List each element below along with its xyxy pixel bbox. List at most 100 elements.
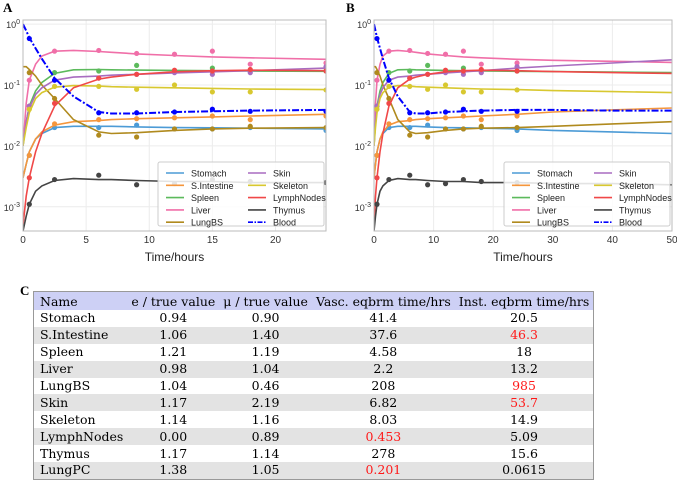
- table-cell: S.Intestine: [33, 326, 128, 344]
- table-cell: 0.201: [311, 462, 455, 480]
- table-cell: 1.17: [159, 445, 188, 461]
- x-tick-label: 30: [547, 235, 559, 246]
- data-point-skeleton: [323, 87, 326, 93]
- data-point-lymphnodes: [514, 68, 520, 74]
- data-point-lymphnodes: [407, 75, 413, 81]
- panel-label-a: A: [3, 0, 13, 15]
- y-tick-label: 10-3: [4, 202, 20, 213]
- data-point-s-intestine: [51, 121, 58, 127]
- series-line-lymphnodes: [23, 69, 326, 226]
- legend-label: Stomach: [191, 169, 227, 179]
- data-point-liver: [209, 48, 215, 54]
- data-point-stomach: [407, 124, 413, 131]
- series-line-liver: [374, 49, 672, 146]
- data-point-skeleton: [407, 83, 413, 89]
- table-row: S.Intestine 1.06 1.40 37.6 46.3: [33, 326, 594, 344]
- data-point-blood: [386, 77, 392, 83]
- table-cell: 1.17: [127, 394, 220, 412]
- legend-label: Thymus: [619, 205, 652, 215]
- table-cell: 1.05: [219, 462, 312, 480]
- table-cell: Spleen: [40, 344, 84, 360]
- table-row: Liver 0.98 1.04 2.2 13.2: [33, 360, 594, 378]
- data-point-liver: [96, 47, 102, 54]
- data-point-s-intestine: [478, 117, 484, 123]
- data-point-liver: [514, 60, 520, 66]
- table-cell: 1.16: [251, 411, 280, 427]
- data-point-skeleton: [514, 87, 520, 93]
- series-line-lungbs: [23, 65, 326, 135]
- panel-label-b: B: [346, 0, 355, 15]
- data-point-s-intestine: [514, 113, 520, 119]
- data-point-lymphnodes: [247, 66, 253, 73]
- x-tick-label: 0: [371, 235, 377, 246]
- data-point-blood: [171, 109, 178, 115]
- table-row: LymphNodes 0.00 0.89 0.453 5.09: [33, 428, 594, 446]
- data-point-s-intestine: [96, 117, 102, 123]
- data-point-thymus: [374, 201, 380, 207]
- table-row: Skin 1.17 2.19 6.82 53.7: [33, 394, 594, 412]
- table-cell: 1.06: [127, 326, 220, 344]
- table-cell: 985: [512, 378, 536, 393]
- table-cell: Stomach: [40, 310, 96, 326]
- data-point-s-intestine: [247, 117, 253, 123]
- table-cell: 18: [516, 344, 532, 360]
- data-point-thymus: [96, 172, 102, 178]
- data-point-skeleton: [96, 83, 102, 89]
- legend-label: LymphNodes: [619, 193, 672, 203]
- table-cell: 1.04: [159, 378, 188, 393]
- series-line-blood: [374, 23, 672, 115]
- results-table: Name e / true value μ / true value Vasc. eq…: [33, 291, 595, 480]
- table-cell: 5.09: [454, 428, 594, 446]
- data-point-blood: [134, 110, 140, 116]
- table-row: Stomach 0.94 0.90 41.4 20.5: [34, 310, 594, 327]
- table-cell: 0.90: [251, 310, 280, 326]
- data-point-lymphnodes: [209, 68, 215, 74]
- legend-label: Spleen: [191, 193, 219, 203]
- data-point-lymphnodes: [51, 100, 58, 106]
- data-point-skeleton: [51, 83, 58, 89]
- table-cell: Skeleton: [40, 411, 96, 427]
- legend-label: LungBS: [191, 218, 223, 228]
- data-point-stomach: [96, 124, 102, 131]
- legend-label: LungBS: [537, 218, 569, 228]
- legend-label: Liver: [191, 205, 211, 215]
- legend: Stomach S.Intestine Spleen Liver LungBS Skin S…: [157, 161, 326, 228]
- legend-label: Skeleton: [273, 181, 308, 191]
- data-point-skeleton: [425, 86, 431, 92]
- table-cell: 1.38: [127, 462, 220, 480]
- data-point-skeleton: [374, 106, 380, 112]
- y-tick-label: 10-3: [355, 202, 371, 213]
- data-point-blood: [514, 108, 520, 114]
- data-point-thymus: [442, 181, 449, 187]
- series-line-skeleton: [374, 84, 672, 146]
- data-point-lungbs: [442, 126, 449, 132]
- legend-label: Stomach: [537, 169, 573, 179]
- table-cell: 1.14: [159, 411, 188, 427]
- table-cell: 20.5: [510, 310, 538, 326]
- x-tick-label: 15: [207, 235, 219, 246]
- table-cell: 0.0615: [454, 462, 594, 480]
- table-cell: 14.9: [510, 411, 538, 427]
- table-cell: Skin: [33, 394, 128, 412]
- data-point-blood: [96, 110, 102, 116]
- data-point-thymus: [26, 201, 32, 207]
- column-header: Inst. eqbrm time/hrs: [454, 291, 594, 310]
- series-line-thymus: [23, 177, 326, 231]
- table-cell: 1.19: [251, 344, 280, 360]
- data-point-spleen: [134, 62, 140, 69]
- data-point-lymphnodes: [478, 66, 484, 73]
- panel-label-c: C: [20, 283, 30, 298]
- data-point-skeleton: [460, 89, 466, 95]
- legend-label: Skeleton: [619, 181, 654, 191]
- table-cell: 1.40: [219, 326, 312, 344]
- data-point-liver: [247, 61, 253, 67]
- data-point-thymus: [460, 176, 466, 183]
- data-point-liver: [407, 47, 413, 54]
- data-point-thymus: [386, 176, 392, 183]
- data-point-blood: [209, 106, 215, 112]
- table-cell: 4.58: [369, 344, 398, 360]
- table-cell: LungPC: [33, 462, 128, 480]
- table-cell: 208: [371, 378, 396, 393]
- table-cell: Thymus: [40, 445, 90, 461]
